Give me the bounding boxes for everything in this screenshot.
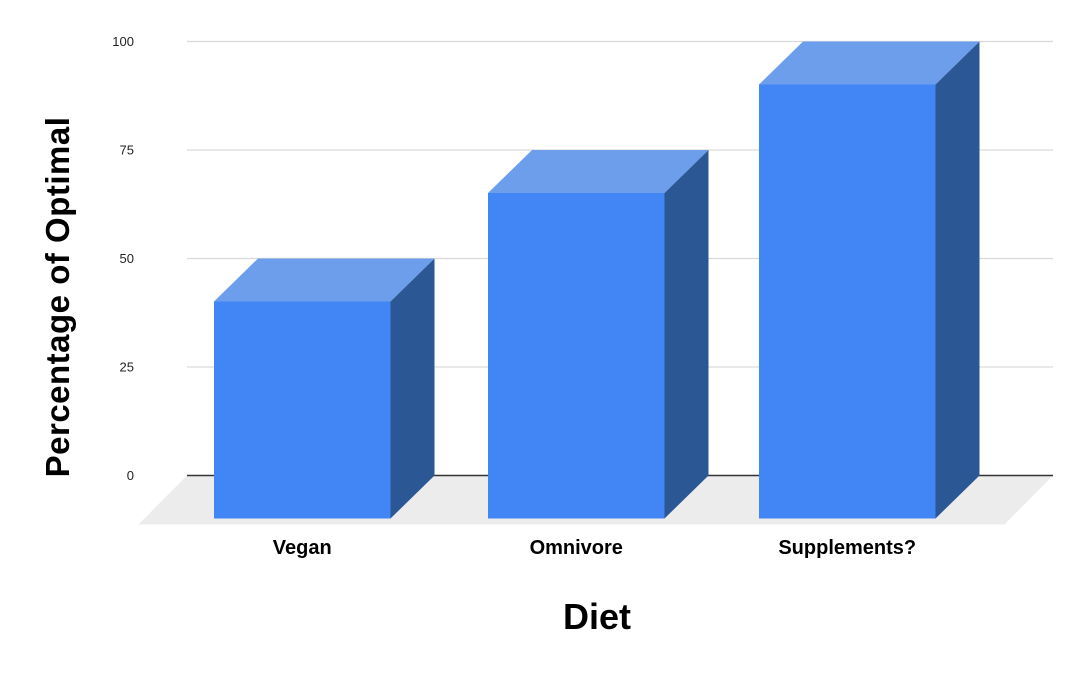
category-label-omnivore: Omnivore xyxy=(530,537,623,559)
x-axis-title: Diet xyxy=(562,596,632,637)
category-label-supplements: Supplements? xyxy=(778,537,916,559)
bar-top-face-omnivore xyxy=(488,150,709,193)
y-tick-label-75: 75 xyxy=(120,143,134,158)
bar-front-face-vegan xyxy=(214,301,391,519)
bar-top-face-vegan xyxy=(214,258,435,302)
y-axis-title: Percentage of Optimal xyxy=(39,116,76,478)
bar-top-face-supplements xyxy=(759,41,980,85)
bar-front-face-omnivore xyxy=(488,193,665,519)
bar-side-face-omnivore xyxy=(664,150,709,519)
y-tick-label-100: 100 xyxy=(112,34,134,49)
y-tick-label-50: 50 xyxy=(120,251,134,266)
bar-side-face-vegan xyxy=(390,258,435,519)
y-tick-label-25: 25 xyxy=(120,360,134,375)
category-label-vegan: Vegan xyxy=(273,537,332,559)
bar-front-face-supplements xyxy=(759,84,936,519)
y-tick-label-0: 0 xyxy=(127,468,134,483)
bar-side-face-supplements xyxy=(935,41,980,519)
